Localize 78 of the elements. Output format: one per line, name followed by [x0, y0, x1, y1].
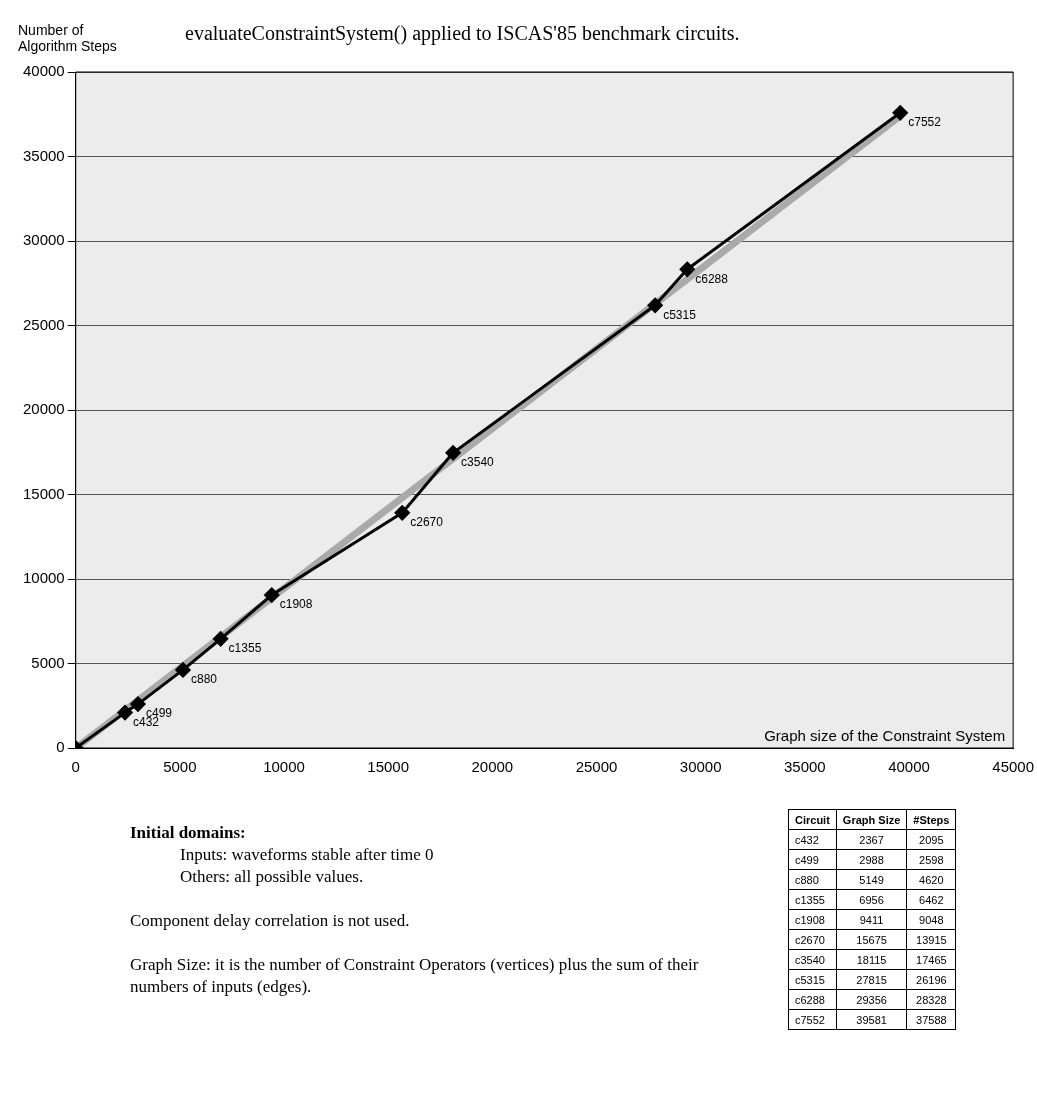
x-tick-label: 0	[71, 758, 80, 776]
point	[264, 587, 280, 603]
x-tick-label: 35000	[783, 758, 826, 776]
data-label: 13915	[906, 929, 956, 950]
x-tick-label: 45000	[992, 758, 1034, 776]
category-label: c5315	[788, 969, 837, 990]
x-axis-title: Graph size of the Constraint System	[764, 726, 1006, 744]
category-label: c6288	[788, 989, 837, 1010]
point	[117, 705, 133, 721]
y-tick-label: 35000	[22, 146, 65, 164]
x-tick-label: 40000	[888, 758, 930, 776]
category-label: c499	[788, 849, 837, 870]
data-label: 9411	[836, 909, 907, 930]
data-label: 18115	[836, 949, 907, 970]
annotation: c2670	[410, 515, 444, 530]
data-label: 2095	[906, 829, 956, 850]
annotation: c1908	[279, 597, 313, 612]
category-label: c1355	[788, 889, 837, 910]
x-tick-label: 5000	[163, 758, 197, 776]
y-tick-label: 10000	[22, 569, 65, 587]
annotation: c3540	[461, 455, 495, 470]
data-label: 15675	[836, 929, 907, 950]
data-label: 5149	[836, 869, 907, 890]
y-tick-label: 5000	[31, 653, 65, 671]
data-label: 2988	[836, 849, 907, 870]
data-label: 4620	[906, 869, 956, 890]
data-label: 37588	[906, 1009, 956, 1030]
data-label: 29356	[836, 989, 907, 1010]
annotation: c1355	[228, 641, 262, 656]
data-label: 2367	[836, 829, 907, 850]
text: Component delay correlation is not used.	[130, 910, 411, 932]
text: Inputs: waveforms stable after time 0	[179, 844, 435, 866]
category-label: c432	[788, 829, 837, 850]
text: Others: all possible values.	[179, 866, 365, 888]
point	[679, 261, 695, 277]
y-tick-label: 20000	[22, 400, 65, 418]
text: Circuit	[788, 809, 837, 830]
annotation: c6288	[695, 271, 729, 286]
data-label: 27815	[836, 969, 907, 990]
category-label: c7552	[788, 1009, 837, 1030]
point	[394, 505, 410, 521]
y-axis-title: Number of Algorithm Steps	[18, 22, 118, 54]
y-tick-label: 15000	[22, 484, 65, 502]
category-label: c880	[788, 869, 837, 890]
x-tick-label: 10000	[263, 758, 305, 776]
y-tick-label: 25000	[22, 315, 65, 333]
category-label: c1908	[788, 909, 837, 930]
text: Graph Size: it is the number of Constraint Operators (vertices) plus the sum of their numbers of inputs (edges).	[130, 954, 700, 998]
y-tick-label: 30000	[22, 231, 65, 249]
point	[647, 297, 663, 313]
text: Initial domains:	[130, 822, 247, 844]
data-label: 28328	[906, 989, 956, 1010]
x-tick-label: 20000	[471, 758, 514, 776]
data-label: 26196	[906, 969, 956, 990]
data-label: 39581	[836, 1009, 907, 1030]
point	[175, 662, 191, 678]
annotation: c880	[190, 672, 218, 687]
x-tick-label: 15000	[367, 758, 410, 776]
data-label: 17465	[906, 949, 956, 970]
annotation: c7552	[908, 115, 942, 130]
data-label: 2598	[906, 849, 956, 870]
point	[892, 105, 908, 121]
data-label: 6462	[906, 889, 956, 910]
annotation: c5315	[663, 307, 697, 322]
y-tick-label: 0	[56, 738, 65, 756]
data-label: 6956	[836, 889, 907, 910]
point	[445, 445, 461, 461]
x-tick-label: 30000	[679, 758, 722, 776]
category-label: c3540	[788, 949, 837, 970]
y-tick-label: 40000	[22, 62, 65, 80]
text: #Steps	[906, 809, 956, 830]
x-tick-label: 25000	[575, 758, 618, 776]
category-label: c2670	[788, 929, 837, 950]
chart-title: evaluateConstraintSystem() applied to ISCAS'85 benchmark circuits.	[185, 22, 740, 45]
legend-label: Graph Size	[836, 809, 907, 830]
point	[130, 696, 146, 712]
data-label: 9048	[906, 909, 956, 930]
point	[213, 631, 229, 647]
